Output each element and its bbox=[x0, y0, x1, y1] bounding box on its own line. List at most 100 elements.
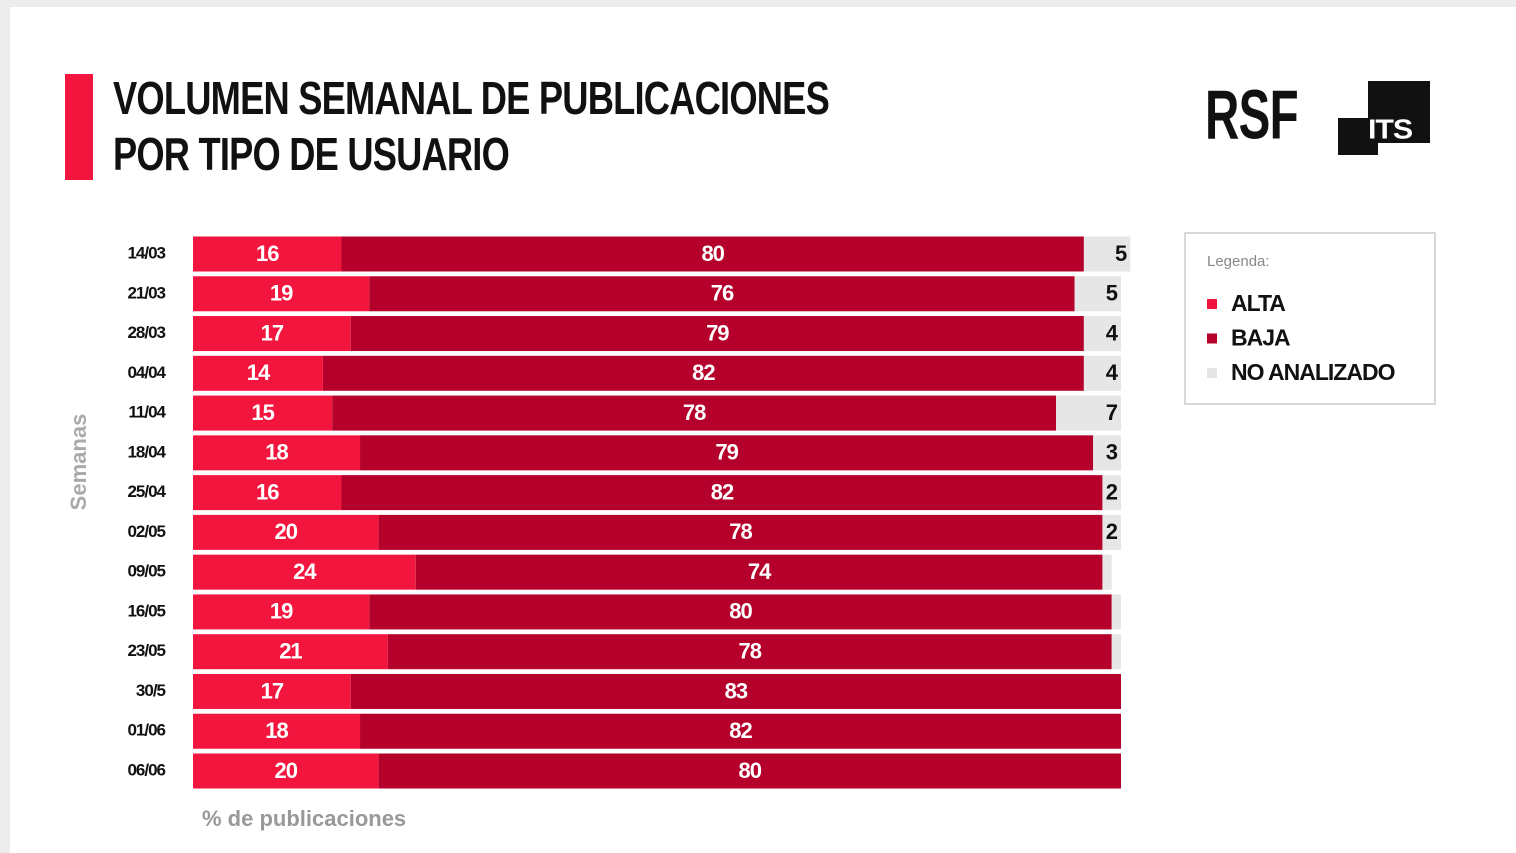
data-label: 76 bbox=[711, 281, 734, 306]
y-tick-label: 30/5 bbox=[136, 681, 166, 700]
bar-segment bbox=[415, 554, 1103, 590]
x-axis-label: % de publicaciones bbox=[202, 806, 406, 831]
legend-swatch bbox=[1207, 368, 1217, 378]
data-label: 5 bbox=[1115, 241, 1127, 266]
y-tick-label: 18/04 bbox=[127, 442, 166, 461]
data-label: 79 bbox=[715, 440, 738, 465]
bar-segment bbox=[1111, 634, 1121, 670]
bar-segment bbox=[193, 435, 361, 471]
y-tick-label: 16/05 bbox=[127, 601, 165, 620]
data-label: 83 bbox=[725, 678, 748, 703]
bar-segment bbox=[378, 753, 1122, 789]
data-label: 3 bbox=[1106, 440, 1118, 465]
bar-segment bbox=[369, 594, 1112, 630]
data-label: 78 bbox=[683, 400, 706, 425]
logo: RSF bbox=[1205, 75, 1298, 153]
data-label: 74 bbox=[748, 559, 772, 584]
bar-segment bbox=[193, 355, 323, 391]
logo: ITS bbox=[1368, 113, 1412, 144]
bar-segment bbox=[1074, 276, 1121, 312]
bar-segment bbox=[193, 316, 351, 352]
title-accent bbox=[65, 74, 93, 180]
bar-segment bbox=[341, 475, 1103, 511]
data-label: 16 bbox=[256, 479, 279, 504]
data-label: 78 bbox=[739, 639, 762, 664]
bar-segment bbox=[1102, 475, 1121, 511]
bar-segment bbox=[341, 236, 1084, 272]
data-label: 20 bbox=[275, 758, 298, 783]
data-label: 80 bbox=[729, 599, 752, 624]
data-label: 16 bbox=[256, 241, 279, 266]
data-label: 15 bbox=[251, 400, 274, 425]
legend-swatch bbox=[1207, 299, 1217, 309]
data-label: 18 bbox=[265, 440, 288, 465]
bar-segment bbox=[193, 475, 342, 511]
bar-segment bbox=[1102, 554, 1112, 590]
bar-segment bbox=[360, 435, 1094, 471]
y-tick-label: 09/05 bbox=[127, 562, 165, 581]
chart-title: VOLUMEN SEMANAL DE PUBLICACIONES bbox=[113, 72, 829, 124]
data-label: 14 bbox=[247, 360, 271, 385]
bar-segment bbox=[193, 276, 370, 312]
bar-segment bbox=[369, 276, 1075, 312]
data-label: 82 bbox=[711, 479, 734, 504]
bar-segment bbox=[193, 753, 379, 789]
legend-box bbox=[1184, 232, 1436, 405]
bar-segment bbox=[1083, 236, 1131, 272]
data-label: 17 bbox=[261, 320, 284, 345]
data-label: 80 bbox=[701, 241, 724, 266]
bar-segment bbox=[193, 673, 351, 709]
y-tick-label: 21/03 bbox=[127, 283, 165, 302]
bar-segment bbox=[322, 355, 1084, 391]
data-label: 82 bbox=[729, 718, 752, 743]
bar-segment bbox=[378, 514, 1103, 550]
bar-segment bbox=[1093, 435, 1121, 471]
bar-segment bbox=[350, 673, 1121, 709]
data-label: 18 bbox=[265, 718, 288, 743]
bar-segment bbox=[360, 713, 1121, 749]
bar-segment bbox=[1102, 514, 1121, 550]
bar-segment bbox=[193, 395, 333, 431]
bar-segment bbox=[193, 514, 379, 550]
bar-segment bbox=[1056, 395, 1121, 431]
data-label: 80 bbox=[739, 758, 762, 783]
bar-segment bbox=[1083, 316, 1121, 352]
data-label: 82 bbox=[692, 360, 715, 385]
data-label: 17 bbox=[261, 678, 284, 703]
data-label: 5 bbox=[1106, 281, 1118, 306]
data-label: 2 bbox=[1106, 479, 1118, 504]
data-label: 78 bbox=[729, 519, 752, 544]
bar-segment bbox=[193, 594, 370, 630]
legend-swatch bbox=[1207, 333, 1217, 344]
logo-block bbox=[1368, 81, 1430, 143]
bar-segment bbox=[387, 634, 1112, 670]
chart-title: POR TIPO DE USUARIO bbox=[113, 128, 509, 180]
data-label: 2 bbox=[1106, 519, 1118, 544]
data-label: 21 bbox=[279, 639, 302, 664]
bar-segment bbox=[193, 634, 388, 670]
data-label: 24 bbox=[293, 559, 317, 584]
bar-segment bbox=[193, 236, 342, 272]
data-label: 79 bbox=[706, 320, 729, 345]
data-label: 19 bbox=[270, 281, 293, 306]
legend-title: Legenda: bbox=[1207, 253, 1270, 270]
y-tick-label: 23/05 bbox=[127, 641, 165, 660]
legend-label: NO ANALIZADO bbox=[1231, 359, 1395, 385]
y-tick-label: 14/03 bbox=[127, 243, 165, 262]
data-label: 19 bbox=[270, 599, 293, 624]
legend-label: BAJA bbox=[1231, 325, 1290, 351]
legend-label: ALTA bbox=[1231, 290, 1285, 316]
bar-segment bbox=[1111, 594, 1121, 630]
y-axis-label: Semanas bbox=[66, 414, 91, 511]
y-tick-label: 11/04 bbox=[128, 403, 166, 422]
data-label: 4 bbox=[1106, 320, 1119, 345]
bar-segment bbox=[332, 395, 1057, 431]
y-tick-label: 28/03 bbox=[127, 323, 165, 342]
bar-segment bbox=[193, 713, 361, 749]
y-tick-label: 06/06 bbox=[127, 760, 165, 779]
data-label: 7 bbox=[1106, 400, 1118, 425]
bar-segment bbox=[1083, 355, 1121, 391]
bar-segment bbox=[350, 316, 1084, 352]
y-tick-label: 04/04 bbox=[127, 363, 166, 382]
